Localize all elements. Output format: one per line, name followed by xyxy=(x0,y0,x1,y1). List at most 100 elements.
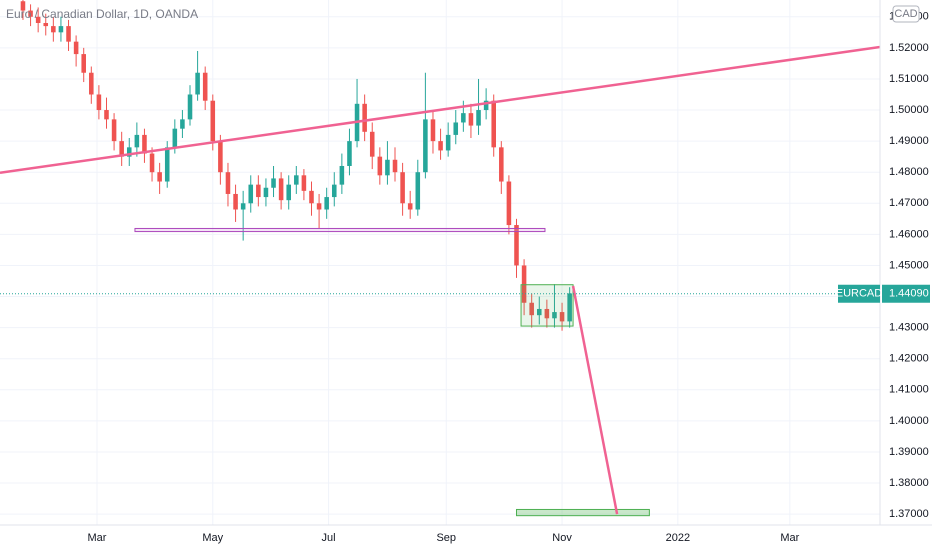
price-label-bg xyxy=(882,284,930,303)
candle-body xyxy=(28,10,33,17)
y-tick-label: 1.43000 xyxy=(889,322,929,334)
candle-body xyxy=(111,119,117,142)
candle-body xyxy=(119,141,124,157)
candle-body xyxy=(544,308,550,319)
candle-body xyxy=(286,184,291,201)
candle-body xyxy=(81,54,86,73)
candle-body xyxy=(362,103,367,132)
y-tick-label: 1.52000 xyxy=(889,42,929,54)
candle-body xyxy=(461,113,466,123)
candle-body xyxy=(369,131,375,157)
candle-body xyxy=(89,72,94,95)
candle-body xyxy=(240,203,246,210)
candle-body xyxy=(35,16,41,24)
y-tick-label: 1.38000 xyxy=(889,477,929,489)
y-tick-label: 1.47000 xyxy=(889,197,929,209)
candle-body xyxy=(491,100,496,148)
candle-body xyxy=(195,72,200,95)
candle-body xyxy=(559,312,565,322)
currency-button xyxy=(892,5,920,23)
candle-body xyxy=(20,1,26,11)
symbol-label-bg xyxy=(838,284,880,303)
candle-body xyxy=(476,110,481,126)
candle-body xyxy=(96,94,102,111)
candle-body xyxy=(248,184,254,204)
y-tick-label: 1.39000 xyxy=(889,446,929,458)
candle-body xyxy=(225,172,231,194)
chart-title: Euro / Canadian Dollar, 1D, OANDA xyxy=(6,7,198,21)
candle-body xyxy=(263,187,269,198)
candle-body xyxy=(187,94,193,120)
candle-body xyxy=(164,147,170,182)
candle-body xyxy=(377,156,383,176)
candle-body xyxy=(149,153,155,173)
x-tick-label: Jul xyxy=(322,532,336,544)
plot-area xyxy=(0,0,880,525)
candle-body xyxy=(468,113,474,126)
candle-body xyxy=(104,110,109,120)
candle-body xyxy=(552,312,557,319)
candle-body xyxy=(316,203,322,210)
candle-body xyxy=(233,193,238,210)
candle-body xyxy=(407,203,413,210)
trend-line xyxy=(571,285,619,515)
candle-body xyxy=(445,134,451,151)
candle-body xyxy=(43,23,49,27)
candle-body xyxy=(400,172,405,204)
candle-body xyxy=(423,119,428,173)
drawing-rectangle xyxy=(520,284,574,327)
x-tick-label: May xyxy=(202,532,223,544)
candle-body xyxy=(256,184,261,198)
candle-body xyxy=(157,172,162,182)
candle-body xyxy=(483,100,489,111)
candle-body xyxy=(172,128,178,148)
candle-body xyxy=(66,26,71,42)
price-label: 1.44090 xyxy=(889,288,929,300)
candle-body xyxy=(392,159,398,173)
candle-body xyxy=(309,190,314,204)
candle-body xyxy=(202,72,208,101)
x-tick-label: 2022 xyxy=(666,532,690,544)
y-tick-label: 1.42000 xyxy=(889,353,929,365)
candle-body xyxy=(218,141,223,173)
trend-line xyxy=(0,45,880,175)
currency-label: CAD xyxy=(894,8,917,20)
candle-body xyxy=(271,178,276,188)
candle-body xyxy=(347,141,352,166)
candle-body xyxy=(126,147,132,157)
candle-body xyxy=(180,119,185,129)
x-tick-label: Mar xyxy=(780,532,799,544)
candle-body xyxy=(385,159,390,176)
candle-body xyxy=(142,134,147,154)
candle-body xyxy=(51,26,56,33)
candle-body xyxy=(331,184,337,198)
candle-body xyxy=(499,147,504,182)
candle-body xyxy=(438,141,443,151)
candle-body xyxy=(430,119,436,142)
candle-body xyxy=(521,265,527,303)
y-tick-label: 1.48000 xyxy=(889,166,929,178)
symbol-label: EURCAD xyxy=(836,288,883,300)
candle-body xyxy=(506,181,512,226)
y-tick-label: 1.51000 xyxy=(889,73,929,85)
candle-body xyxy=(536,308,542,316)
candle-body xyxy=(567,293,572,322)
candle-body xyxy=(294,175,299,185)
candle-body xyxy=(529,302,534,316)
x-tick-label: Nov xyxy=(552,532,572,544)
x-tick-label: Sep xyxy=(436,532,456,544)
y-tick-label: 1.41000 xyxy=(889,384,929,396)
y-tick-label: 1.40000 xyxy=(889,415,929,427)
x-tick-label: Mar xyxy=(88,532,107,544)
y-tick-label: 1.45000 xyxy=(889,259,929,271)
candle-body xyxy=(453,122,459,135)
candle-body xyxy=(134,134,140,148)
candle-body xyxy=(339,165,345,185)
y-tick-label: 1.37000 xyxy=(889,508,929,520)
drawing-rectangle xyxy=(134,227,546,233)
y-tick-label: 1.50000 xyxy=(889,104,929,116)
candle-body xyxy=(58,26,64,33)
candle-body xyxy=(324,197,329,210)
